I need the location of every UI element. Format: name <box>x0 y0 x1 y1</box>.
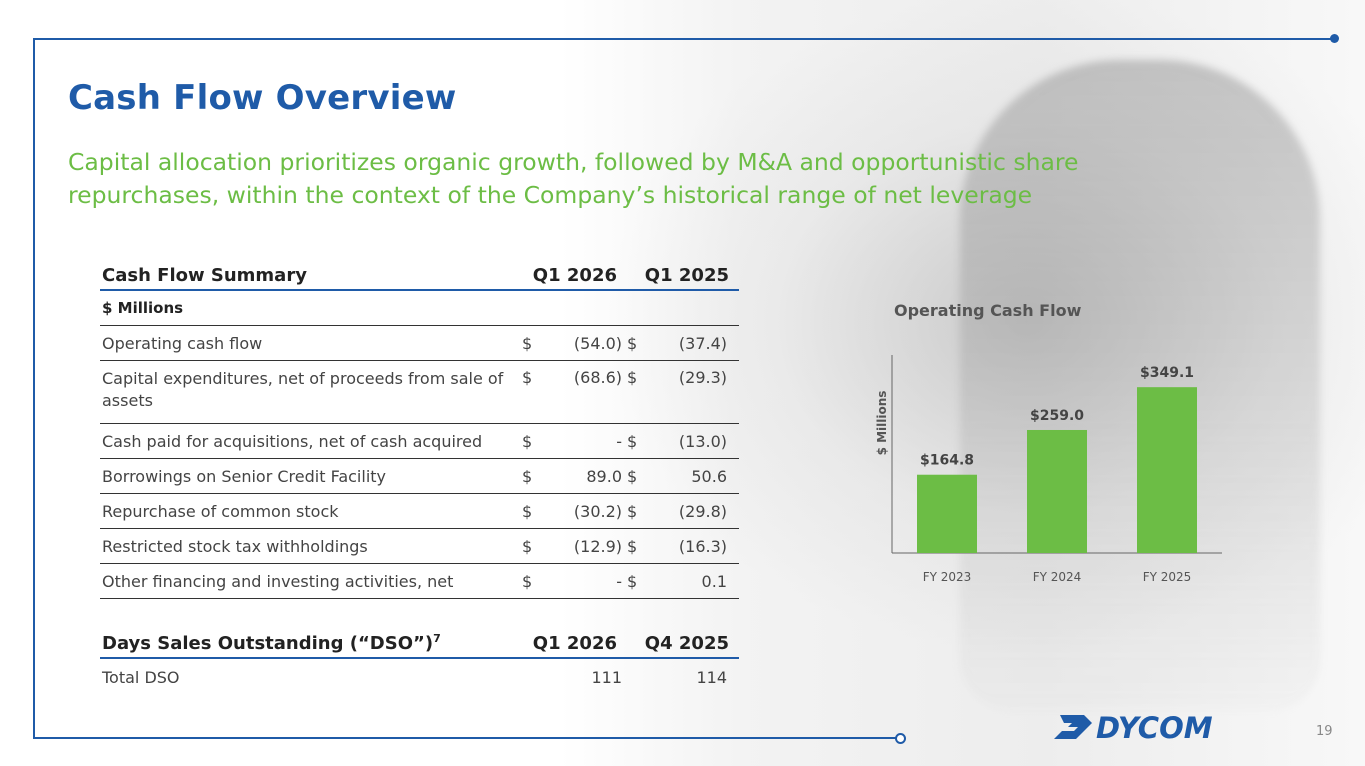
value-q1-2026: 89.0 <box>540 458 627 494</box>
currency-symbol: $ <box>522 325 540 361</box>
column-header-q4-2025: Q4 2025 <box>627 622 739 659</box>
table-header-row: Cash Flow Summary Q1 2026 Q1 2025 <box>100 254 739 291</box>
value-q1-2025: (37.4) <box>645 325 739 361</box>
currency-symbol: $ <box>627 528 645 564</box>
currency-symbol: $ <box>522 423 540 459</box>
table-row: Restricted stock tax withholdings $ (12.… <box>100 528 739 564</box>
currency-symbol: $ <box>522 493 540 529</box>
table-row: Operating cash flow $ (54.0) $ (37.4) <box>100 325 739 361</box>
page-number: 19 <box>1316 724 1333 739</box>
dso-heading: Days Sales Outstanding (“DSO”)7 <box>100 622 522 659</box>
value-q1-2025: 50.6 <box>645 458 739 494</box>
frame-bottom-line <box>33 737 897 739</box>
cash-flow-summary-heading: Cash Flow Summary <box>100 254 522 291</box>
value-q1-2025: (16.3) <box>645 528 739 564</box>
column-header-q1-2025: Q1 2025 <box>627 254 739 291</box>
x-tick-label: FY 2025 <box>1143 570 1192 584</box>
currency-symbol: $ <box>522 563 540 599</box>
table-row: Cash paid for acquisitions, net of cash … <box>100 423 739 459</box>
value-q1-2026: (54.0) <box>540 325 627 361</box>
currency-symbol: $ <box>627 563 645 599</box>
dso-table: Days Sales Outstanding (“DSO”)7 Q1 2026 … <box>100 622 739 695</box>
frame-top-line <box>33 38 1335 40</box>
row-label: Other financing and investing activities… <box>100 563 522 599</box>
worker-silhouette <box>960 60 1320 710</box>
currency-symbol: $ <box>522 528 540 564</box>
value-q1-2026: (12.9) <box>540 528 627 564</box>
value-q1-2025: 0.1 <box>645 563 739 599</box>
page-title: Cash Flow Overview <box>68 78 457 118</box>
currency-symbol: $ <box>627 493 645 529</box>
currency-symbol: $ <box>522 458 540 494</box>
x-tick-label: FY 2024 <box>1033 570 1082 584</box>
chart-title: Operating Cash Flow <box>894 301 1082 320</box>
row-label: Borrowings on Senior Credit Facility <box>100 458 522 494</box>
table-row: Borrowings on Senior Credit Facility $ 8… <box>100 458 739 494</box>
data-label: $259.0 <box>1030 408 1084 424</box>
value-q1-2025: (29.8) <box>645 493 739 529</box>
value-q1-2025: (29.3) <box>645 360 739 424</box>
table-row: Other financing and investing activities… <box>100 563 739 599</box>
value-q4-2025: 114 <box>696 667 727 687</box>
table-row: Repurchase of common stock $ (30.2) $ (2… <box>100 493 739 529</box>
row-label: Restricted stock tax withholdings <box>100 528 522 564</box>
footnote-marker: 7 <box>433 632 441 645</box>
bar-fy-2023 <box>917 474 977 553</box>
data-label: $349.1 <box>1140 365 1194 381</box>
row-label: Operating cash flow <box>100 325 522 361</box>
table-header-row: Days Sales Outstanding (“DSO”)7 Q1 2026 … <box>100 622 739 659</box>
column-header-q1-2026: Q1 2026 <box>522 622 627 659</box>
currency-symbol: $ <box>627 423 645 459</box>
operating-cash-flow-chart: $ Millions $164.8 FY 2023 $259.0 FY 2024 $349… <box>875 355 1222 584</box>
dycom-logo-mark-icon <box>1054 715 1092 739</box>
dycom-logo: DYCOM <box>1054 711 1213 743</box>
value-q1-2026: (30.2) <box>540 493 627 529</box>
row-label: Repurchase of common stock <box>100 493 522 529</box>
table-row: Capital expenditures, net of proceeds fr… <box>100 360 739 424</box>
frame-left-line <box>33 38 35 739</box>
page-subtitle: Capital allocation prioritizes organic g… <box>68 148 1079 209</box>
table-row: Total DSO 111 114 <box>100 658 739 695</box>
row-label: Total DSO <box>102 667 180 687</box>
units-row: $ Millions <box>100 290 739 326</box>
cash-flow-summary-table: Cash Flow Summary Q1 2026 Q1 2025 $ Mill… <box>100 254 739 599</box>
value-q1-2026: - <box>540 563 627 599</box>
bar-fy-2025 <box>1137 387 1197 553</box>
currency-symbol: $ <box>522 360 540 424</box>
data-label: $164.8 <box>920 453 974 469</box>
bar-fy-2024 <box>1027 429 1087 553</box>
frame-ring-icon <box>895 733 906 744</box>
value-q1-2026: (68.6) <box>540 360 627 424</box>
column-header-q1-2026: Q1 2026 <box>522 254 627 291</box>
row-label: Capital expenditures, net of proceeds fr… <box>100 360 522 424</box>
value-q1-2026: 111 <box>591 667 622 687</box>
value-q1-2025: (13.0) <box>645 423 739 459</box>
value-q1-2026: - <box>540 423 627 459</box>
row-label: Cash paid for acquisitions, net of cash … <box>100 423 522 459</box>
dycom-logo-text: DYCOM <box>1096 711 1213 743</box>
currency-symbol: $ <box>627 458 645 494</box>
units-label: $ Millions <box>100 290 739 326</box>
dso-heading-label: Days Sales Outstanding (“DSO”) <box>102 633 434 654</box>
currency-symbol: $ <box>627 360 645 424</box>
currency-symbol: $ <box>627 325 645 361</box>
y-axis-label: $ Millions <box>875 391 889 456</box>
frame-dot-icon <box>1330 34 1339 43</box>
x-tick-label: FY 2023 <box>923 570 972 584</box>
